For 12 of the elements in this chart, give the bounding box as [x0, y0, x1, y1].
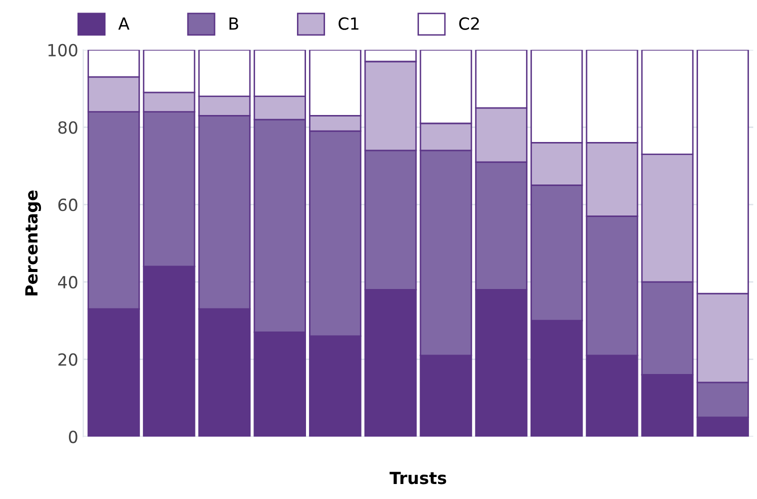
y-tick-label: 100: [48, 44, 78, 56]
y-axis-title: Percentage: [25, 190, 42, 296]
x-axis-title: Trusts: [390, 472, 446, 484]
legend-label: C2: [459, 17, 479, 30]
legend-label: B: [230, 18, 238, 30]
y-tick-label: 80: [58, 121, 78, 134]
legend-label: A: [118, 18, 130, 30]
legend-label: C1: [338, 17, 358, 30]
y-tick-label: 60: [58, 198, 78, 212]
y-tick-label: 0: [68, 430, 78, 444]
y-tick-label: 40: [58, 276, 78, 289]
y-tick-label: 20: [58, 353, 78, 366]
